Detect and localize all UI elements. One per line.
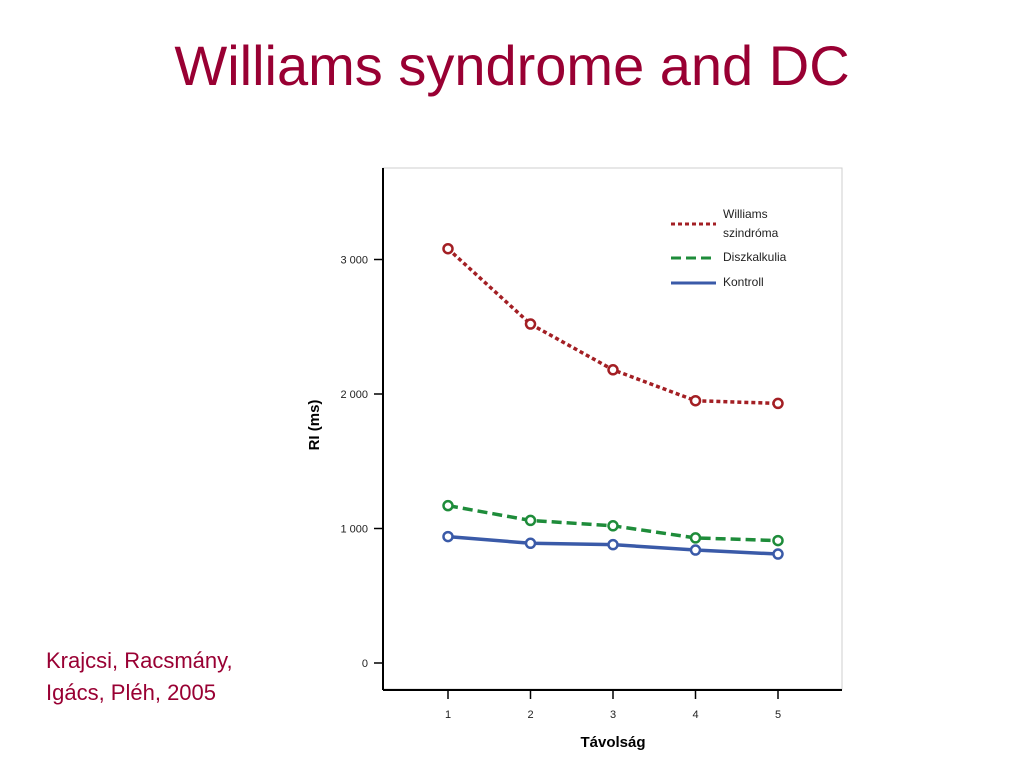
series-layer bbox=[442, 242, 784, 560]
x-tick-label: 2 bbox=[527, 709, 533, 721]
x-tick-label: 4 bbox=[692, 709, 698, 721]
citation-line-1: Krajcsi, Racsmány, bbox=[46, 648, 233, 673]
x-tick-label: 5 bbox=[775, 709, 781, 721]
data-point-williams bbox=[607, 364, 619, 376]
y-tick-label: 1 000 bbox=[340, 524, 368, 536]
x-axis-title: Távolság bbox=[580, 734, 645, 751]
data-point-diszkalkulia bbox=[689, 532, 702, 544]
data-point-kontroll bbox=[524, 537, 537, 550]
data-point-kontroll bbox=[689, 544, 702, 556]
citation-line-2: Igács, Pléh, 2005 bbox=[46, 680, 217, 705]
data-point-diszkalkulia bbox=[772, 534, 784, 547]
x-tick-label: 1 bbox=[445, 709, 451, 721]
legend-label-kontroll: Kontroll bbox=[723, 275, 764, 289]
y-tick-label: 0 bbox=[362, 658, 368, 670]
legend-label-williams-line2: szindróma bbox=[723, 226, 779, 240]
y-ticks: 0 1 000 2 000 3 000 bbox=[340, 255, 383, 670]
data-point-kontroll bbox=[442, 530, 454, 543]
legend: Williams szindróma Diszkalkulia Kontroll bbox=[671, 207, 787, 289]
legend-label-williams-line1: Williams bbox=[723, 207, 768, 221]
data-point-diszkalkulia bbox=[442, 499, 454, 512]
y-tick-label: 3 000 bbox=[340, 255, 368, 267]
data-point-kontroll bbox=[772, 548, 784, 560]
legend-label-diszkalkulia: Diszkalkulia bbox=[723, 250, 787, 264]
plot-area bbox=[382, 167, 843, 690]
citation: Krajcsi, Racsmány, Igács, Pléh, 2005 bbox=[46, 645, 233, 709]
data-point-williams bbox=[524, 318, 537, 330]
slide-title: Williams syndrome and DC bbox=[174, 34, 850, 97]
data-point-diszkalkulia bbox=[524, 514, 537, 527]
x-tick-label: 3 bbox=[610, 709, 616, 721]
data-point-williams bbox=[772, 397, 784, 410]
y-axis-title: RI (ms) bbox=[306, 400, 323, 451]
data-point-williams bbox=[442, 242, 454, 255]
x-ticks: 1 2 3 4 5 bbox=[445, 690, 781, 721]
data-point-diszkalkulia bbox=[607, 520, 619, 532]
data-point-kontroll bbox=[607, 538, 619, 551]
data-point-williams bbox=[689, 394, 702, 407]
y-tick-label: 2 000 bbox=[340, 389, 368, 401]
